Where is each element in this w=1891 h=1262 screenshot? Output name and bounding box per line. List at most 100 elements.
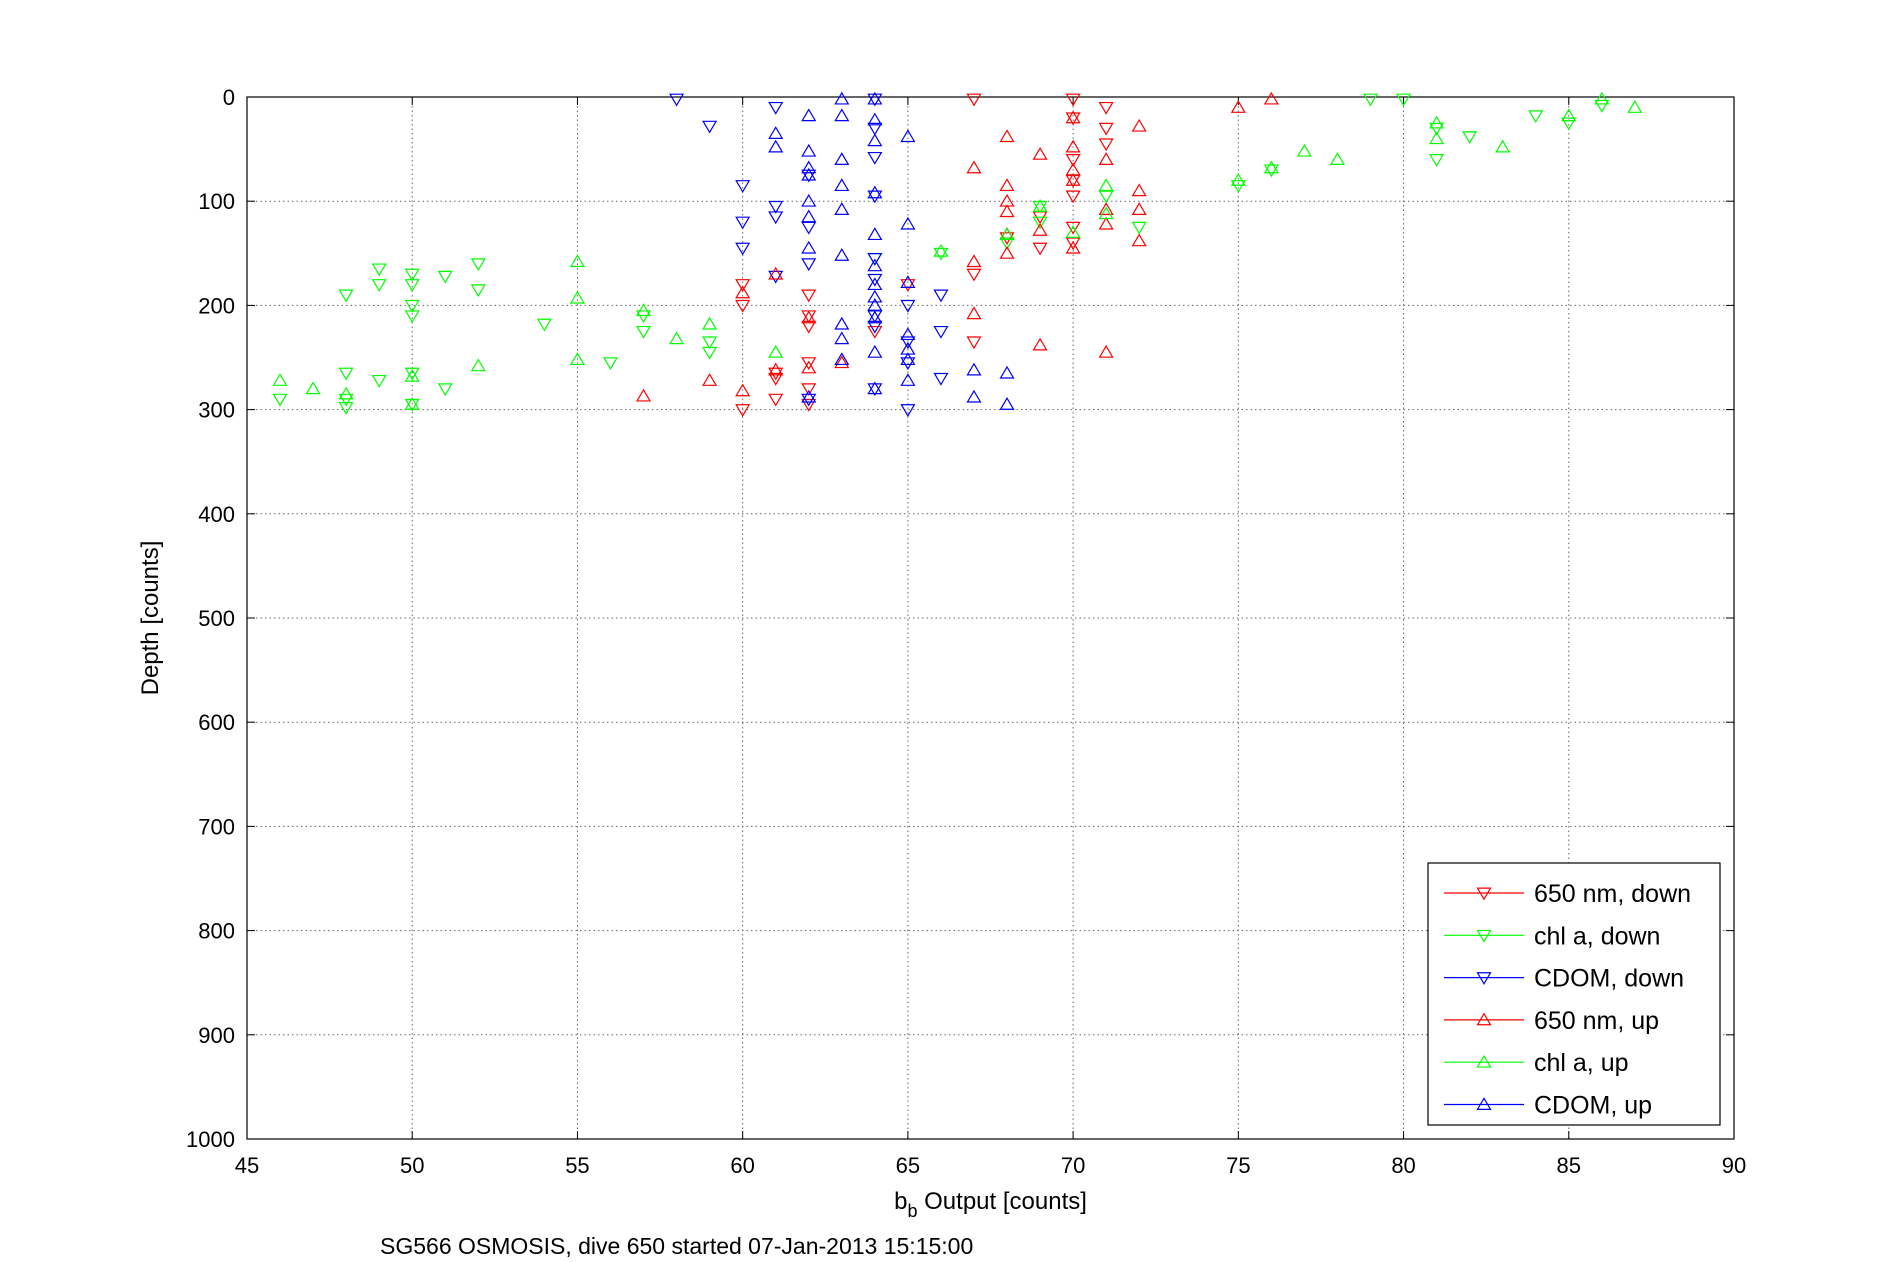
data-point bbox=[371, 279, 387, 292]
data-point bbox=[933, 289, 949, 303]
data-point bbox=[702, 373, 718, 386]
data-point bbox=[933, 325, 949, 339]
data-point bbox=[867, 277, 883, 291]
data-point bbox=[1098, 206, 1114, 220]
data-point bbox=[1230, 100, 1246, 113]
y-tick-label: 100 bbox=[198, 189, 235, 214]
data-point bbox=[801, 193, 817, 207]
series-1 bbox=[272, 93, 1610, 415]
x-tick-label: 90 bbox=[1722, 1153, 1746, 1178]
data-point bbox=[338, 367, 354, 381]
data-point bbox=[867, 325, 883, 339]
data-point bbox=[1098, 138, 1114, 152]
data-point bbox=[867, 91, 883, 105]
data-point bbox=[900, 357, 916, 371]
data-point bbox=[1131, 183, 1147, 197]
data-point bbox=[1230, 180, 1246, 193]
data-point bbox=[1098, 344, 1114, 358]
data-point bbox=[404, 268, 420, 282]
data-point bbox=[966, 336, 982, 350]
data-point bbox=[1098, 190, 1114, 204]
data-point bbox=[1065, 112, 1081, 126]
series-3 bbox=[635, 91, 1279, 402]
data-point bbox=[801, 169, 817, 183]
data-point bbox=[735, 216, 751, 230]
data-point bbox=[834, 352, 850, 366]
data-point bbox=[735, 242, 751, 256]
data-point bbox=[1098, 202, 1114, 216]
legend-label: CDOM, up bbox=[1534, 1092, 1652, 1120]
data-point bbox=[801, 383, 817, 397]
data-point bbox=[1065, 110, 1081, 124]
data-point bbox=[1032, 337, 1048, 351]
data-point bbox=[735, 299, 751, 313]
data-point bbox=[635, 303, 652, 317]
x-tick-label: 60 bbox=[730, 1153, 754, 1178]
data-point bbox=[338, 386, 354, 400]
data-point bbox=[1627, 100, 1643, 113]
x-tick-label: 65 bbox=[896, 1153, 920, 1178]
data-point bbox=[1065, 237, 1081, 251]
data-point bbox=[371, 263, 387, 277]
data-point bbox=[404, 397, 420, 410]
data-point bbox=[1065, 174, 1081, 188]
data-point bbox=[999, 397, 1015, 410]
data-point bbox=[834, 355, 850, 369]
data-point bbox=[966, 268, 982, 282]
data-point bbox=[1098, 152, 1114, 165]
data-point bbox=[702, 336, 718, 350]
x-tick-label: 50 bbox=[400, 1153, 424, 1178]
data-point bbox=[470, 284, 486, 298]
data-point bbox=[966, 306, 982, 320]
grid-lines bbox=[247, 97, 1734, 1139]
data-point bbox=[635, 325, 652, 339]
data-point bbox=[702, 346, 718, 360]
data-point bbox=[404, 368, 420, 382]
data-point bbox=[867, 133, 883, 147]
data-point bbox=[900, 327, 916, 341]
data-point bbox=[338, 393, 354, 407]
data-point bbox=[801, 360, 817, 374]
data-point bbox=[768, 393, 784, 407]
data-point bbox=[900, 373, 916, 386]
data-point bbox=[735, 180, 751, 193]
data-point bbox=[635, 388, 652, 402]
data-point bbox=[867, 289, 883, 303]
data-point bbox=[404, 398, 420, 412]
data-point bbox=[966, 389, 982, 403]
data-point bbox=[933, 247, 949, 261]
legend-marker bbox=[1476, 1097, 1492, 1110]
data-point bbox=[999, 129, 1015, 143]
data-point bbox=[338, 402, 354, 415]
data-point bbox=[635, 310, 652, 324]
legend-entry-5: CDOM, up bbox=[1444, 1092, 1652, 1120]
legend-entry-2: CDOM, down bbox=[1444, 965, 1684, 993]
data-point bbox=[1296, 143, 1312, 157]
data-point bbox=[801, 221, 817, 235]
x-tick-label: 75 bbox=[1226, 1153, 1250, 1178]
data-point bbox=[900, 275, 916, 288]
legend-box bbox=[1427, 862, 1721, 1126]
data-point bbox=[1032, 200, 1048, 214]
data-point bbox=[404, 279, 420, 292]
data-point bbox=[867, 383, 883, 397]
dive-caption: SG566 OSMOSIS, dive 650 started 07-Jan-2… bbox=[380, 1233, 973, 1259]
y-tick-label: 800 bbox=[198, 919, 235, 944]
data-point bbox=[272, 393, 288, 407]
data-point bbox=[801, 320, 817, 334]
data-point bbox=[999, 204, 1015, 218]
data-point bbox=[1263, 164, 1279, 178]
data-point bbox=[470, 258, 486, 272]
data-point bbox=[834, 108, 850, 122]
data-point bbox=[834, 331, 850, 345]
data-point bbox=[1131, 233, 1147, 247]
data-point bbox=[1528, 110, 1544, 124]
data-point bbox=[735, 404, 751, 417]
legend-marker bbox=[1476, 972, 1492, 985]
data-point bbox=[801, 289, 817, 303]
legend-label: chl a, up bbox=[1534, 1049, 1629, 1077]
x-axis-label-subscript: b bbox=[907, 1201, 917, 1221]
x-tick-label: 45 bbox=[235, 1153, 259, 1178]
data-point bbox=[371, 374, 387, 388]
